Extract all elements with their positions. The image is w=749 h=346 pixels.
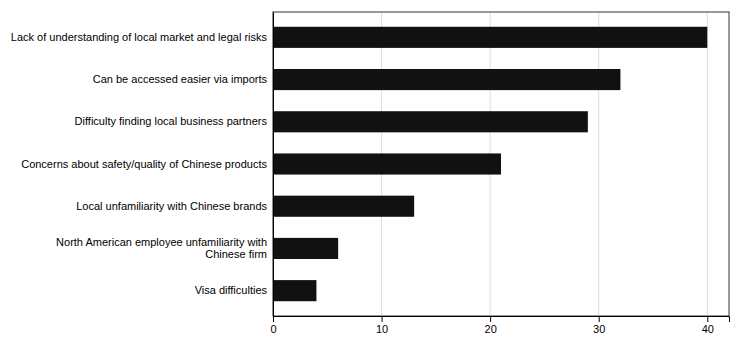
x-tick-mark (599, 316, 600, 322)
x-tick-label: 20 (485, 323, 497, 335)
y-tick-label-line: Chinese firm (205, 248, 267, 260)
plot: 0 10 20 30 40 Lack of understanding of local … (11, 12, 730, 335)
y-tick-label: Concerns about safety/quality of Chinese… (21, 158, 267, 170)
y-tick: Difficulty finding local business partne… (75, 115, 268, 127)
x-tick: 20 (485, 316, 497, 335)
x-tick-label: 10 (376, 323, 388, 335)
y-tick-label: Local unfamiliarity with Chinese brands (76, 200, 267, 212)
grid-line (707, 12, 708, 316)
y-tick: Concerns about safety/quality of Chinese… (21, 158, 267, 170)
bar (273, 196, 414, 217)
bar (273, 153, 501, 174)
bar (273, 280, 316, 301)
x-tick: 10 (376, 316, 388, 335)
x-tick: 30 (593, 316, 605, 335)
x-tick-label: 30 (593, 323, 605, 335)
grid-line (598, 12, 599, 316)
chart-svg: 0 10 20 30 40 Lack of understanding of local … (0, 0, 749, 346)
y-tick-label-line: North American employee unfamiliarity wi… (56, 236, 267, 248)
y-tick-label: Difficulty finding local business partne… (75, 115, 268, 127)
x-tick-mark (490, 316, 491, 322)
x-axis-line (274, 317, 730, 323)
x-tick-mark (273, 316, 274, 322)
x-tick-mark (382, 316, 383, 322)
bar (273, 238, 338, 259)
x-tick: 0 (270, 316, 276, 335)
y-tick: Lack of understanding of local market an… (11, 31, 268, 43)
bars (273, 27, 707, 301)
y-tick-label: Lack of understanding of local market an… (11, 31, 268, 43)
y-axis: Lack of understanding of local market an… (11, 13, 274, 317)
y-tick-label: Can be accessed easier via imports (93, 73, 268, 85)
y-axis-line (273, 13, 274, 317)
x-tick: 40 (702, 316, 714, 335)
y-tick: Visa difficulties (195, 284, 268, 296)
bar (273, 69, 620, 90)
y-tick: Local unfamiliarity with Chinese brands (76, 200, 267, 212)
y-tick-label: North American employee unfamiliarity wi… (56, 236, 267, 261)
bar (273, 27, 707, 48)
x-tick-label: 0 (270, 323, 276, 335)
x-tick-mark (707, 316, 708, 322)
x-tick-label: 40 (702, 323, 714, 335)
y-tick: Can be accessed easier via imports (93, 73, 268, 85)
y-tick-label: Visa difficulties (195, 284, 268, 296)
x-axis: 0 10 20 30 40 (270, 316, 729, 335)
bar (273, 111, 588, 132)
chart-container: 0 10 20 30 40 Lack of understanding of local … (0, 0, 749, 346)
y-tick: North American employee unfamiliarity wi… (56, 236, 267, 261)
plot-frame (273, 12, 729, 316)
grid (273, 12, 707, 316)
